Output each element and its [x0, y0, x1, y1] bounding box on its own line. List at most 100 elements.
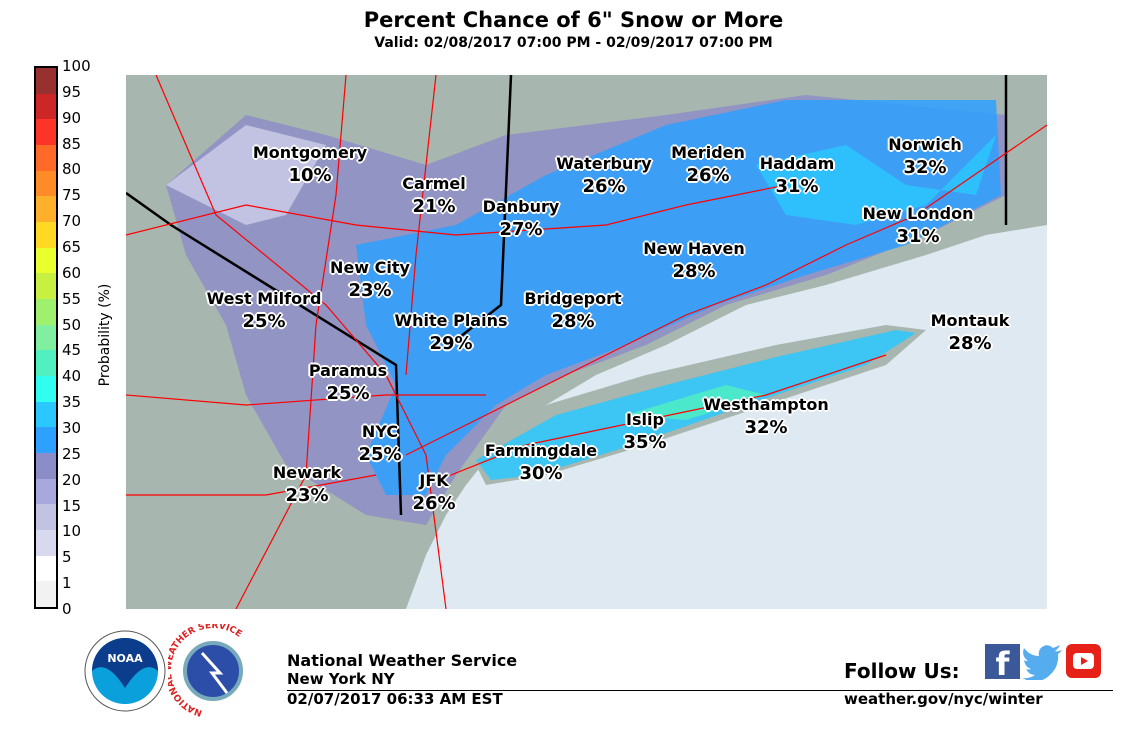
city-label: Waterbury 26%: [556, 152, 651, 198]
colorbar-segment: [36, 324, 56, 351]
colorbar-tick-label: 95: [62, 82, 82, 101]
colorbar-segment: [36, 504, 56, 530]
shading-35-40: [626, 385, 766, 420]
city-name: New City: [330, 258, 410, 277]
colorbar-tick-label: 60: [62, 263, 82, 282]
city-probability: 25%: [242, 311, 286, 332]
shading-10-15: [166, 125, 326, 225]
shading-30-35: [756, 135, 996, 225]
city-label: Carmel 21%: [402, 172, 465, 218]
valid-period: Valid: 02/08/2017 07:00 PM - 02/09/2017 …: [374, 35, 773, 51]
colorbar-segment: [36, 427, 56, 453]
city-name: Farmingdale: [484, 441, 598, 460]
colorbar-segment: [36, 119, 56, 145]
colorbar-segment: [36, 555, 56, 582]
map-title: Percent Chance of 6" Snow or More: [363, 8, 784, 32]
city-label: Islip 35%: [623, 408, 666, 454]
city-name: New London: [862, 204, 974, 223]
city-name: Waterbury: [556, 154, 652, 173]
city-probability: 27%: [499, 219, 543, 240]
nws-logo: NATIONAL WEATHER SERVICE: [168, 624, 243, 717]
city-name: Norwich: [888, 135, 962, 154]
highways: [126, 75, 1047, 609]
city-probability: 25%: [358, 444, 402, 465]
city-label: New City 23%: [330, 256, 410, 302]
city-name: Montgomery: [252, 143, 368, 162]
footer-divider: [287, 690, 1113, 691]
city-name: Montauk: [930, 311, 1010, 330]
city-name: Meriden: [671, 143, 745, 162]
city-probability: 32%: [744, 417, 788, 438]
city-name: JFK: [419, 471, 449, 490]
footer-issued: 02/07/2017 06:33 AM EST: [287, 690, 503, 708]
city-label: Montauk 28%: [931, 309, 1010, 355]
city-probability: 31%: [896, 226, 940, 247]
city-probability: 28%: [551, 311, 595, 332]
city-probability: 23%: [348, 280, 392, 301]
colorbar-segment: [36, 401, 56, 428]
colorbar-tick-label: 0: [62, 600, 72, 618]
city-label: New Haven 28%: [643, 237, 744, 283]
youtube-icon[interactable]: [1066, 644, 1101, 678]
colorbar-tick-label: 85: [62, 134, 82, 153]
city-name: Carmel: [402, 174, 466, 193]
colorbar-segment: [36, 144, 56, 171]
city-label: NYC 25%: [358, 420, 401, 466]
colorbar-label: Probability (%): [97, 283, 113, 387]
noaa-logo-text: NOAA: [107, 652, 143, 665]
colorbar-segment: [36, 221, 56, 248]
colorbar-tick-label: 10: [62, 522, 82, 541]
colorbar-segment: [36, 529, 56, 556]
city-name: White Plains: [394, 311, 508, 330]
colorbar-tick-label: 90: [62, 108, 82, 127]
colorbar-tick-label: 30: [62, 419, 82, 437]
footer-url[interactable]: weather.gov/nyc/winter: [844, 690, 1043, 708]
colorbar-segment: [36, 350, 56, 376]
city-label: Paramus 25%: [309, 359, 387, 405]
city-probability: 32%: [903, 157, 947, 178]
city-probability: 25%: [326, 383, 370, 404]
city-name: Islip: [626, 410, 664, 429]
colorbar-segment: [36, 375, 56, 402]
colorbar-tick-label: 55: [62, 289, 82, 308]
colorbar-tick-label: 50: [62, 315, 82, 334]
city-label: Newark 23%: [273, 461, 341, 507]
city-name: Paramus: [308, 361, 388, 380]
city-label: Westhampton 32%: [703, 393, 828, 439]
city-probability: 30%: [519, 463, 563, 484]
follow-us-label: Follow Us:: [844, 659, 960, 683]
city-label: West Milford 25%: [207, 287, 322, 333]
colorbar-segment: [36, 93, 56, 120]
colorbar: [34, 66, 58, 609]
colorbar-segment: [36, 581, 56, 607]
city-probability: 10%: [288, 165, 332, 186]
city-name: NYC: [361, 422, 399, 441]
city-name: Newark: [272, 463, 342, 482]
city-label: White Plains 29%: [395, 309, 508, 355]
colorbar-segment: [36, 196, 56, 222]
snow-probability-map: [126, 75, 1047, 609]
city-label: JFK 26%: [412, 469, 455, 515]
colorbar-segment: [36, 478, 56, 505]
colorbar-tick-label: 25: [62, 444, 82, 463]
city-label: Farmingdale 30%: [485, 439, 597, 485]
city-label: Haddam 31%: [760, 152, 835, 198]
facebook-icon[interactable]: f: [985, 644, 1020, 683]
city-name: Westhampton: [703, 395, 829, 414]
city-label: New London 31%: [862, 202, 973, 248]
city-probability: 26%: [686, 165, 730, 186]
colorbar-segment: [36, 247, 56, 274]
colorbar-tick-label: 5: [62, 548, 72, 567]
colorbar-tick-label: 20: [62, 470, 82, 489]
colorbar-segment: [36, 67, 56, 94]
city-name: Haddam: [759, 154, 835, 173]
city-label: Meriden 26%: [671, 141, 745, 187]
colorbar-segment: [36, 298, 56, 325]
colorbar-segment: [36, 170, 56, 197]
footer-office: New York NY: [287, 670, 395, 688]
twitter-icon[interactable]: [1022, 644, 1064, 680]
city-label: Norwich 32%: [888, 133, 961, 179]
colorbar-tick-label: 70: [62, 212, 82, 231]
city-probability: 28%: [672, 261, 716, 282]
colorbar-tick-label: 75: [62, 186, 82, 205]
